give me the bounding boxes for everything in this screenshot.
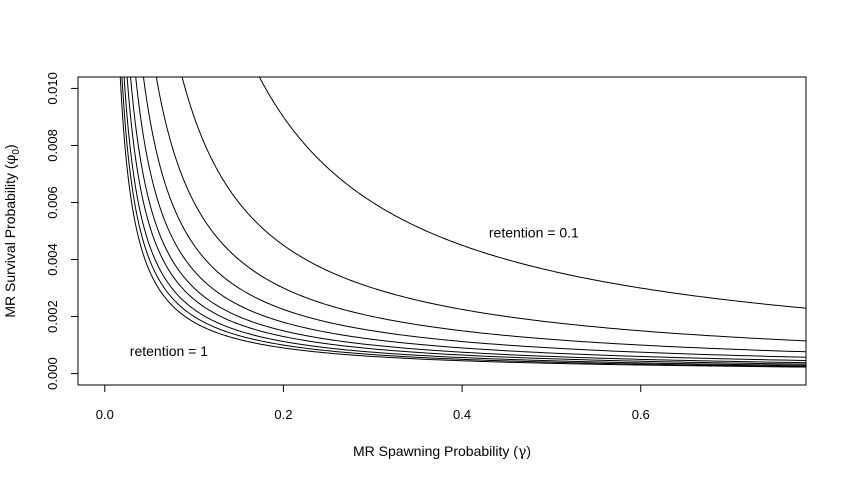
series-line-9 (181, 77, 806, 342)
series-line-2 (121, 77, 806, 367)
y-axis: 0.000 0.002 0.004 0.006 0.008 0.010 (45, 72, 79, 390)
y-tick-label: 0.006 (45, 186, 60, 219)
series-line-1 (119, 77, 806, 368)
series-line-5 (130, 77, 806, 364)
plot-area-frame (77, 76, 807, 386)
annotation-2: retention = 1 (130, 343, 208, 359)
y-axis-label: MR Survival Probability (φ0) (2, 144, 22, 317)
series-line-6 (135, 77, 806, 362)
y-tick-label: 0.000 (45, 357, 60, 390)
x-tick-label: 0.0 (96, 407, 114, 422)
annotation-group: retention = 0.1 retention = 1 (130, 225, 579, 359)
x-tick-label: 0.4 (453, 407, 471, 422)
x-tick-label: 0.2 (274, 407, 292, 422)
series-line-10 (258, 77, 806, 309)
y-tick-label: 0.010 (45, 72, 60, 105)
series-line-4 (126, 77, 806, 365)
curve-group (119, 77, 806, 368)
x-tick-label: 0.6 (632, 407, 650, 422)
y-tick-label: 0.008 (45, 129, 60, 162)
y-tick-label: 0.002 (45, 300, 60, 333)
series-line-7 (142, 77, 806, 358)
y-tick-label: 0.004 (45, 243, 60, 276)
x-axis: 0.0 0.2 0.4 0.6 (96, 384, 650, 422)
series-line-8 (155, 77, 806, 353)
x-axis-label: MR Spawning Probability (γ) (353, 443, 531, 460)
series-line-3 (123, 77, 806, 366)
annotation-1: retention = 0.1 (489, 225, 579, 241)
